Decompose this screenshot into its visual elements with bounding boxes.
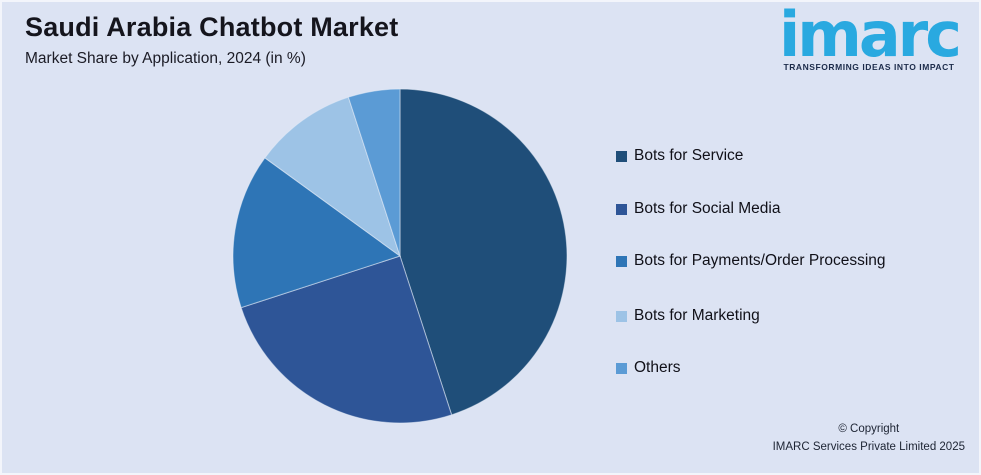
copyright-notice: © Copyright IMARC Services Private Limit… (773, 421, 965, 457)
legend-item: Bots for Social Media (616, 199, 780, 219)
pie-chart-svg (232, 88, 568, 424)
legend-label: Bots for Service (634, 147, 744, 165)
copyright-line1: © Copyright (838, 423, 900, 436)
legend-label: Others (634, 359, 681, 377)
legend-item: Others (616, 358, 681, 378)
legend-item: Bots for Marketing (616, 306, 760, 326)
page-subtitle: Market Share by Application, 2024 (in %) (25, 50, 306, 68)
chart-header: Saudi Arabia Chatbot Market Market Share… (25, 12, 398, 67)
legend-label: Bots for Marketing (634, 307, 760, 325)
legend-swatch (616, 310, 627, 322)
imarc-logo-tagline: TRANSFORMING IDEAS INTO IMPACT (783, 62, 955, 72)
legend-item: Bots for Payments/Order Processing (616, 251, 886, 271)
pie-slice-bots-for-service (399, 88, 568, 416)
copyright-line2: IMARC Services Private Limited 2025 (772, 441, 965, 454)
page-title: Saudi Arabia Chatbot Market (25, 12, 399, 42)
legend-label: Bots for Social Media (634, 200, 781, 218)
imarc-logo: imarc TRANSFORMING IDEAS INTO IMPACT (769, 0, 969, 73)
legend-swatch (616, 150, 627, 162)
legend-swatch (616, 203, 627, 215)
legend-label: Bots for Payments/Order Processing (634, 252, 886, 270)
pie-chart (232, 88, 568, 424)
imarc-logo-wordmark: imarc (778, 0, 962, 71)
legend-swatch (616, 362, 627, 374)
pie-slice-bots-for-marketing (264, 96, 401, 258)
pie-slice-bots-for-social-media (240, 255, 453, 424)
pie-slice-others (347, 88, 401, 257)
legend-swatch (616, 255, 627, 267)
pie-slice-bots-for-payments-order-processing (232, 157, 402, 309)
legend-item: Bots for Service (616, 146, 743, 166)
